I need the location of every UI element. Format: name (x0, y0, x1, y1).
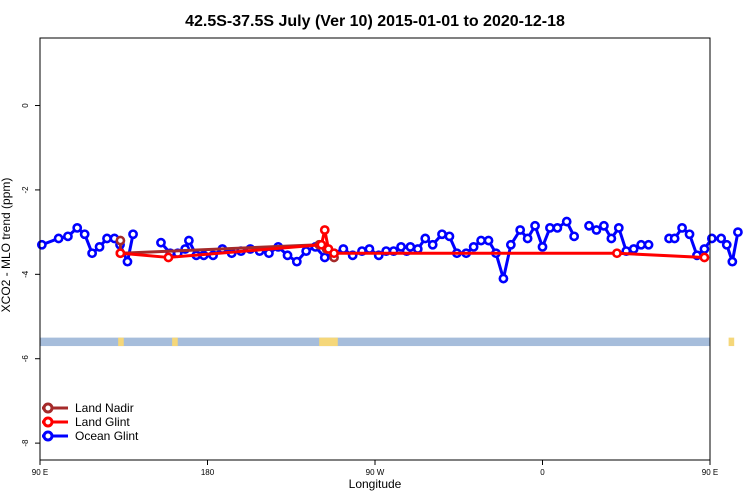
data-point (122, 256, 133, 267)
legend-land-nadir-marker (42, 402, 54, 414)
data-point (591, 225, 602, 235)
data-point (319, 225, 330, 235)
data-point (505, 239, 516, 250)
data-point (115, 235, 126, 246)
data-point (669, 233, 680, 244)
x-tick-label: 90 E (32, 468, 48, 477)
series-line (120, 228, 705, 259)
legend-land-nadir-label: Land Nadir (75, 401, 134, 415)
data-point (677, 222, 687, 233)
data-point (163, 252, 174, 263)
x-tick-label: 90 E (702, 468, 718, 477)
data-point (613, 222, 624, 233)
x-tick-label: 0 (540, 468, 545, 477)
data-point (530, 220, 540, 231)
data-point (699, 252, 710, 263)
chart-title: 42.5S-37.5S July (Ver 10) 2015-01-01 to … (185, 13, 565, 30)
data-point (727, 256, 738, 267)
data-point (584, 220, 594, 231)
data-point (427, 239, 438, 250)
data-point (319, 252, 330, 263)
data-point (522, 233, 533, 244)
data-point (733, 227, 743, 238)
data-point (476, 235, 486, 246)
data-point (599, 220, 609, 231)
data-point (87, 248, 98, 259)
data-point (412, 244, 423, 254)
y-axis-ticks: 0 -2 -4 -6 -8 (21, 103, 40, 447)
data-point (699, 244, 710, 254)
data-point (420, 233, 431, 244)
land-segment (172, 337, 178, 347)
x-tick-label: 180 (201, 468, 215, 477)
data-point (338, 244, 349, 254)
data-point (156, 237, 166, 248)
data-point (515, 225, 526, 235)
y-tick-label: -4 (21, 270, 30, 278)
legend-ocean-glint-marker (42, 430, 54, 442)
data-point (444, 231, 455, 242)
data-point (606, 233, 617, 244)
data-point (53, 233, 64, 244)
x-tick-label: 90 W (366, 468, 385, 477)
ocean-band (40, 337, 710, 347)
y-tick-label: 0 (21, 103, 30, 108)
x-axis-label: Longitude (349, 477, 402, 491)
land-segment (118, 337, 124, 347)
data-point (102, 233, 112, 244)
data-point (468, 241, 479, 252)
series-group (36, 216, 743, 284)
data-point (721, 239, 732, 250)
data-point (128, 229, 138, 240)
data-point (79, 229, 90, 240)
data-point (706, 233, 717, 244)
data-point (115, 248, 126, 259)
legend-land-glint-label: Land Glint (75, 415, 130, 429)
data-point (569, 231, 580, 242)
data-point (483, 235, 494, 246)
data-point (684, 229, 695, 240)
series-land-glint (115, 225, 710, 263)
data-point (72, 222, 83, 233)
data-point (552, 222, 563, 233)
data-point (282, 250, 293, 261)
data-point (329, 248, 339, 259)
data-point (36, 239, 47, 250)
data-point (183, 235, 194, 246)
data-point (498, 273, 509, 284)
legend-land-glint-marker (42, 416, 54, 428)
data-point (94, 241, 105, 252)
land-segment (728, 337, 735, 347)
x-axis-ticks: 90 E 180 90 W 0 90 E (32, 460, 718, 477)
data-point (405, 241, 416, 252)
land-segment (319, 337, 338, 347)
y-tick-label: -8 (21, 439, 30, 447)
data-point (636, 239, 647, 250)
data-point (612, 248, 622, 259)
data-point (291, 256, 302, 267)
data-point (537, 241, 548, 252)
data-point (545, 222, 555, 233)
chart-legend: Land Nadir Land Glint Ocean Glint (42, 401, 139, 443)
data-point (301, 246, 312, 257)
y-tick-label: -6 (21, 355, 30, 363)
data-point (63, 231, 73, 242)
land-ocean-band (40, 337, 735, 347)
data-point (716, 233, 727, 244)
data-point (364, 244, 375, 254)
y-tick-label: -2 (21, 186, 30, 194)
data-point (643, 239, 654, 250)
data-point (561, 216, 572, 227)
y-axis-label: XCO2 - MLO trend (ppm) (0, 178, 13, 313)
data-point (628, 244, 639, 254)
data-point (437, 229, 447, 240)
legend-ocean-glint-label: Ocean Glint (75, 429, 139, 443)
data-point (316, 239, 327, 250)
